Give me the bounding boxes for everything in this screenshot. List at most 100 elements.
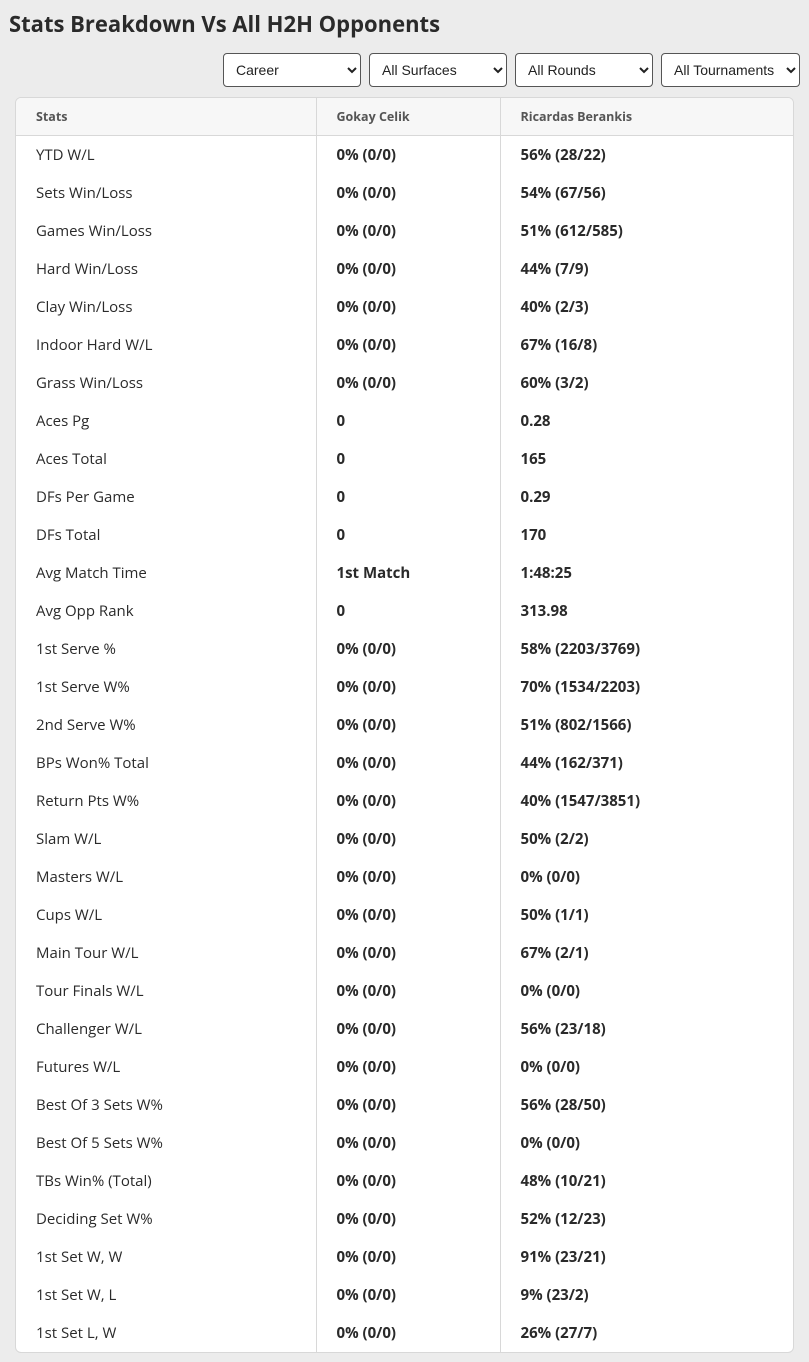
player2-value: 51% (802/1566) — [500, 706, 793, 744]
player1-value: 0% (0/0) — [316, 934, 500, 972]
col-header-player1: Gokay Celik — [316, 98, 500, 136]
player1-value: 1st Match — [316, 554, 500, 592]
player2-value: 0% (0/0) — [500, 972, 793, 1010]
table-row: Clay Win/Loss0% (0/0)40% (2/3) — [16, 288, 793, 326]
stat-label: Clay Win/Loss — [16, 288, 316, 326]
table-row: Deciding Set W%0% (0/0)52% (12/23) — [16, 1200, 793, 1238]
player1-value: 0% (0/0) — [316, 858, 500, 896]
player2-value: 58% (2203/3769) — [500, 630, 793, 668]
stat-label: Games Win/Loss — [16, 212, 316, 250]
player1-value: 0% (0/0) — [316, 782, 500, 820]
table-row: 1st Set W, W0% (0/0)91% (23/21) — [16, 1238, 793, 1276]
table-header-row: Stats Gokay Celik Ricardas Berankis — [16, 98, 793, 136]
page-title: Stats Breakdown Vs All H2H Opponents — [9, 9, 800, 39]
filter-tournament[interactable]: All Tournaments — [661, 53, 800, 87]
table-row: 1st Set W, L0% (0/0)9% (23/2) — [16, 1276, 793, 1314]
player2-value: 56% (28/50) — [500, 1086, 793, 1124]
col-header-stats: Stats — [16, 98, 316, 136]
table-row: Grass Win/Loss0% (0/0)60% (3/2) — [16, 364, 793, 402]
stat-label: BPs Won% Total — [16, 744, 316, 782]
table-row: Return Pts W%0% (0/0)40% (1547/3851) — [16, 782, 793, 820]
player1-value: 0% (0/0) — [316, 364, 500, 402]
player2-value: 0% (0/0) — [500, 1048, 793, 1086]
stat-label: Masters W/L — [16, 858, 316, 896]
stat-label: 1st Serve % — [16, 630, 316, 668]
player2-value: 51% (612/585) — [500, 212, 793, 250]
table-row: 1st Serve W%0% (0/0)70% (1534/2203) — [16, 668, 793, 706]
table-row: 1st Set L, W0% (0/0)26% (27/7) — [16, 1314, 793, 1352]
stat-label: 1st Serve W% — [16, 668, 316, 706]
table-row: YTD W/L0% (0/0)56% (28/22) — [16, 136, 793, 175]
stat-label: Avg Opp Rank — [16, 592, 316, 630]
stat-label: Best Of 3 Sets W% — [16, 1086, 316, 1124]
col-header-player2: Ricardas Berankis — [500, 98, 793, 136]
table-row: Tour Finals W/L0% (0/0)0% (0/0) — [16, 972, 793, 1010]
stat-label: Challenger W/L — [16, 1010, 316, 1048]
table-row: TBs Win% (Total)0% (0/0)48% (10/21) — [16, 1162, 793, 1200]
stat-label: DFs Per Game — [16, 478, 316, 516]
table-row: Aces Total0165 — [16, 440, 793, 478]
stat-label: 1st Set W, L — [16, 1276, 316, 1314]
player1-value: 0% (0/0) — [316, 1200, 500, 1238]
table-row: DFs Total0170 — [16, 516, 793, 554]
player2-value: 0% (0/0) — [500, 1124, 793, 1162]
stat-label: Return Pts W% — [16, 782, 316, 820]
stat-label: Cups W/L — [16, 896, 316, 934]
table-row: Hard Win/Loss0% (0/0)44% (7/9) — [16, 250, 793, 288]
player1-value: 0% (0/0) — [316, 820, 500, 858]
player2-value: 40% (2/3) — [500, 288, 793, 326]
stat-label: Deciding Set W% — [16, 1200, 316, 1238]
filter-round[interactable]: All Rounds — [515, 53, 653, 87]
player1-value: 0% (0/0) — [316, 630, 500, 668]
player2-value: 313.98 — [500, 592, 793, 630]
filter-surface[interactable]: All Surfaces — [369, 53, 507, 87]
player2-value: 70% (1534/2203) — [500, 668, 793, 706]
player2-value: 56% (23/18) — [500, 1010, 793, 1048]
player1-value: 0% (0/0) — [316, 1010, 500, 1048]
player1-value: 0% (0/0) — [316, 896, 500, 934]
table-row: Games Win/Loss0% (0/0)51% (612/585) — [16, 212, 793, 250]
player2-value: 170 — [500, 516, 793, 554]
player2-value: 44% (7/9) — [500, 250, 793, 288]
player2-value: 44% (162/371) — [500, 744, 793, 782]
player1-value: 0 — [316, 478, 500, 516]
player2-value: 0% (0/0) — [500, 858, 793, 896]
player2-value: 165 — [500, 440, 793, 478]
player1-value: 0% (0/0) — [316, 250, 500, 288]
player2-value: 50% (1/1) — [500, 896, 793, 934]
stats-container: Stats Breakdown Vs All H2H Opponents Car… — [0, 0, 809, 1362]
filter-period[interactable]: Career — [223, 53, 361, 87]
stat-label: Slam W/L — [16, 820, 316, 858]
table-row: Best Of 5 Sets W%0% (0/0)0% (0/0) — [16, 1124, 793, 1162]
player1-value: 0 — [316, 440, 500, 478]
player1-value: 0% (0/0) — [316, 326, 500, 364]
table-row: Cups W/L0% (0/0)50% (1/1) — [16, 896, 793, 934]
player1-value: 0% (0/0) — [316, 668, 500, 706]
stats-table: Stats Gokay Celik Ricardas Berankis YTD … — [16, 98, 793, 1352]
player1-value: 0% (0/0) — [316, 972, 500, 1010]
stat-label: TBs Win% (Total) — [16, 1162, 316, 1200]
stats-table-card: Stats Gokay Celik Ricardas Berankis YTD … — [15, 97, 794, 1353]
table-row: Best Of 3 Sets W%0% (0/0)56% (28/50) — [16, 1086, 793, 1124]
player2-value: 54% (67/56) — [500, 174, 793, 212]
player2-value: 52% (12/23) — [500, 1200, 793, 1238]
player1-value: 0% (0/0) — [316, 1276, 500, 1314]
player1-value: 0% (0/0) — [316, 1162, 500, 1200]
player1-value: 0% (0/0) — [316, 212, 500, 250]
table-row: Aces Pg00.28 — [16, 402, 793, 440]
filter-row: Career All Surfaces All Rounds All Tourn… — [9, 53, 800, 87]
stat-label: Best Of 5 Sets W% — [16, 1124, 316, 1162]
stat-label: Hard Win/Loss — [16, 250, 316, 288]
player2-value: 0.28 — [500, 402, 793, 440]
table-row: 1st Serve %0% (0/0)58% (2203/3769) — [16, 630, 793, 668]
player1-value: 0 — [316, 516, 500, 554]
player1-value: 0% (0/0) — [316, 174, 500, 212]
player2-value: 0.29 — [500, 478, 793, 516]
table-row: Challenger W/L0% (0/0)56% (23/18) — [16, 1010, 793, 1048]
table-row: Avg Opp Rank0313.98 — [16, 592, 793, 630]
player2-value: 9% (23/2) — [500, 1276, 793, 1314]
stat-label: Tour Finals W/L — [16, 972, 316, 1010]
player2-value: 26% (27/7) — [500, 1314, 793, 1352]
table-row: Avg Match Time1st Match1:48:25 — [16, 554, 793, 592]
player1-value: 0% (0/0) — [316, 1124, 500, 1162]
